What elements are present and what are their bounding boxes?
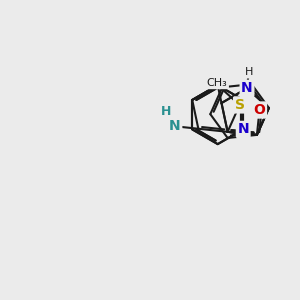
Text: H: H [244, 67, 253, 77]
Text: O: O [254, 103, 266, 117]
Text: H: H [161, 105, 171, 118]
Text: N: N [169, 119, 181, 133]
Text: S: S [235, 98, 244, 112]
Text: N: N [241, 81, 253, 95]
Text: CH₃: CH₃ [207, 78, 228, 88]
Text: N: N [237, 122, 249, 136]
